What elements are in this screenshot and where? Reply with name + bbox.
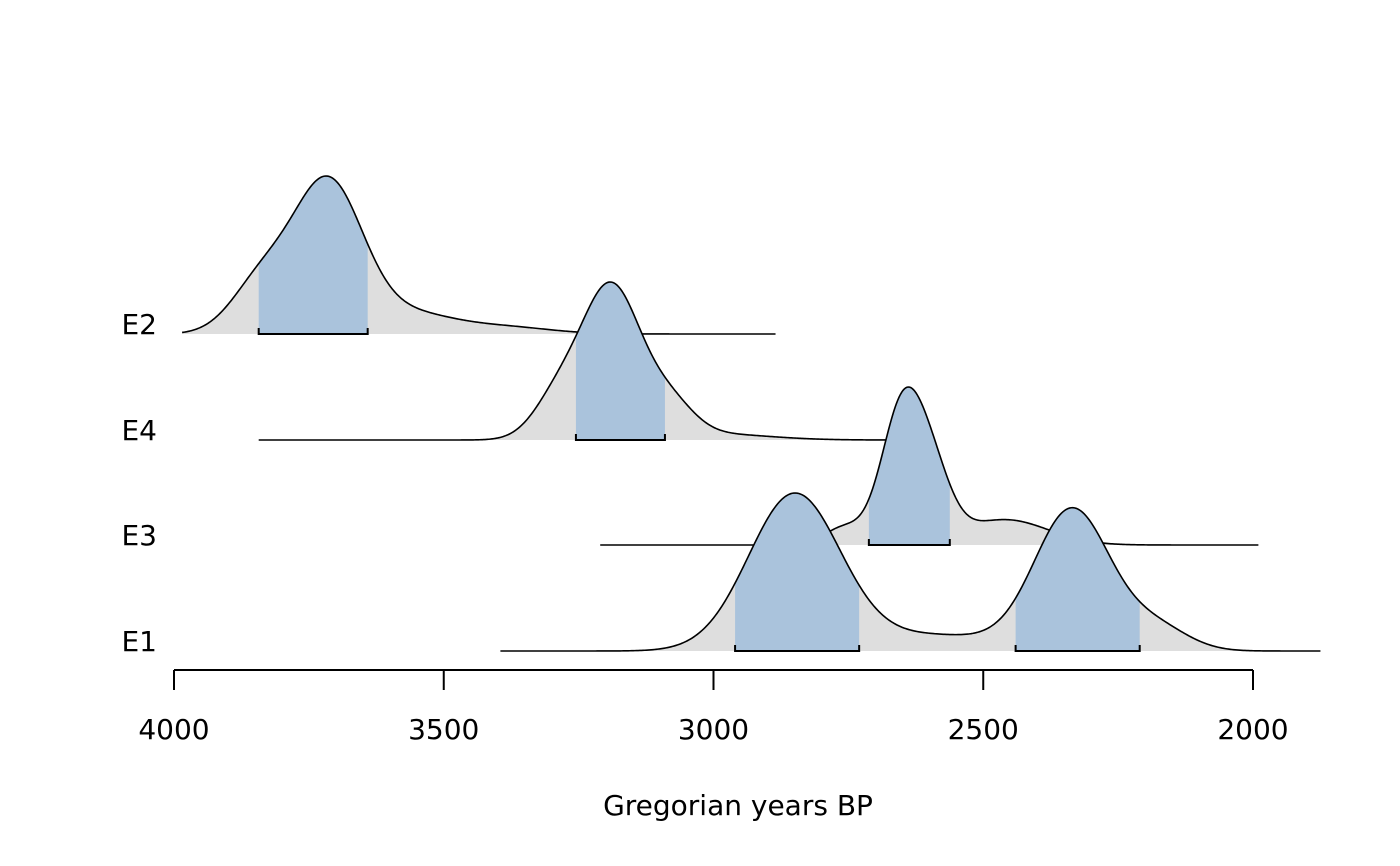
density-line-e2 bbox=[181, 175, 776, 335]
x-tick-label-4000: 4000 bbox=[138, 713, 209, 746]
hpd-bracket-e1-2 bbox=[1014, 645, 1141, 652]
row-label-e2: E2 bbox=[121, 308, 157, 341]
density-e1 bbox=[500, 492, 1321, 652]
x-tick-label-2500: 2500 bbox=[948, 713, 1019, 746]
density-line-e3 bbox=[600, 386, 1259, 546]
hpd-bracket-e2-1 bbox=[257, 328, 369, 335]
row-label-e4: E4 bbox=[121, 414, 157, 447]
plot-area bbox=[181, 175, 1321, 652]
x-tick-label-3500: 3500 bbox=[408, 713, 479, 746]
hpd-region-e3-1 bbox=[868, 387, 950, 545]
density-line-e4 bbox=[258, 281, 906, 441]
density-e3 bbox=[600, 386, 1259, 546]
hpd-region-e4-1 bbox=[575, 282, 665, 440]
hpd-bracket-e4-1 bbox=[574, 434, 666, 441]
x-axis-title: Gregorian years BP bbox=[603, 789, 873, 822]
density-e4 bbox=[258, 281, 906, 441]
hpd-region-e1-2 bbox=[1015, 507, 1140, 651]
density-e2 bbox=[181, 175, 776, 335]
density-line-e1 bbox=[500, 492, 1321, 652]
hpd-region-e2-1 bbox=[258, 176, 368, 334]
x-axis: 4000 3500 3000 2500 2000 Gregorian years… bbox=[138, 669, 1289, 822]
hpd-bracket-e3-1 bbox=[867, 539, 951, 546]
x-tick-label-2000: 2000 bbox=[1217, 713, 1288, 746]
row-label-e1: E1 bbox=[121, 625, 157, 658]
row-label-e3: E3 bbox=[121, 519, 157, 552]
row-labels: E2 E4 E3 E1 bbox=[121, 308, 157, 658]
x-tick-label-3000: 3000 bbox=[678, 713, 749, 746]
hpd-region-e1-1 bbox=[735, 492, 860, 651]
hpd-bracket-e1-1 bbox=[734, 645, 861, 652]
